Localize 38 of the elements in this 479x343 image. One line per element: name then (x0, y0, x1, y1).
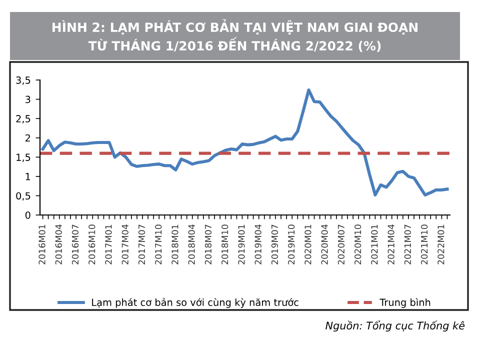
x-tick-label: 2020M10 (354, 224, 362, 264)
x-tick-label: 2016M07 (72, 224, 79, 264)
x-tick-label: 2018M10 (222, 224, 228, 264)
x-tick-label: 2021M04 (388, 224, 394, 264)
x-tick-label: 2018M01 (172, 224, 178, 264)
x-tick-label: 2019M07 (271, 224, 278, 264)
x-tick-label: 2019M10 (288, 224, 295, 264)
y-tick-label: 2,5 (16, 115, 30, 124)
x-tick-label: 2018M04 (188, 224, 195, 264)
x-tick-label: 2021M10 (420, 224, 428, 264)
x-tick-label: 2017M07 (138, 224, 146, 264)
x-tick-label: 2017M01 (105, 224, 112, 264)
x-tick-label: 2017M10 (155, 224, 162, 264)
x-tick-label: 2022M01 (438, 224, 444, 264)
y-tick-label: 3 (26, 96, 30, 104)
legend-label: Lạm phát cơ bản so với cùng kỳ năm trước (92, 298, 298, 308)
x-tick-label: 2020M04 (321, 224, 328, 264)
x-tick-label: 2020M01 (304, 224, 312, 264)
y-tick-label: 2 (26, 134, 30, 142)
y-tick-label: 0,5 (16, 192, 30, 201)
x-tick-label: 2021M07 (404, 224, 411, 264)
x-tick-label: 2016M10 (88, 224, 96, 264)
x-tick-label: 2020M07 (338, 224, 344, 264)
y-tick-label: 1,5 (16, 154, 30, 162)
y-tick-label: 3,5 (16, 76, 30, 85)
x-tick-label: 2019M01 (238, 224, 245, 264)
x-tick-label: 2021M01 (371, 224, 378, 264)
y-tick-label: 1 (26, 173, 30, 180)
x-tick-label: 2019M04 (254, 224, 262, 264)
x-tick-label: 2018M07 (204, 224, 212, 264)
x-tick-label: 2016M01 (38, 224, 46, 264)
y-tick-label: 0 (25, 211, 30, 219)
legend-label: Trung bình (380, 298, 430, 308)
text: Nguồn: Tổng cục Thống kê (326, 320, 465, 332)
x-tick-label: 2016M04 (55, 224, 62, 264)
x-tick-label: 2017M04 (122, 224, 128, 264)
chart-title: HÌNH 2: LẠM PHÁT CƠ BẢN TẠI VIỆT NAM GIAI ĐOẠN TỪ THÁNG 1/2016 ĐẾN THÁNG 2/2022 (%) (52, 19, 418, 52)
line-series (41, 88, 449, 196)
